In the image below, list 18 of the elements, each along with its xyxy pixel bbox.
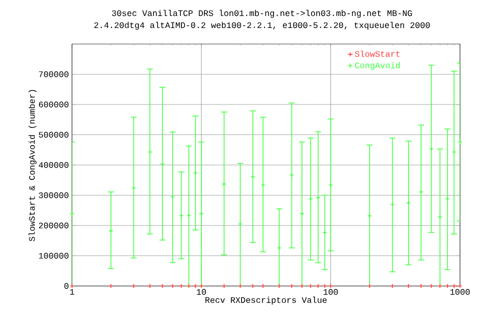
x-axis-title: Recv RXDescriptors Value: [205, 296, 327, 305]
y-tick-label: 200000: [38, 222, 68, 228]
x-tick-label: 1: [70, 289, 74, 295]
x-tick-label: 1000: [450, 289, 470, 295]
y-tick-label: 600000: [38, 102, 68, 108]
chart-subtitle: 2.4.20dtg4 altAIMD-0.2 web100-2.2.1, e1000-5.2.20, txqueuelen 2000: [94, 22, 430, 30]
x-tick-label: 100: [324, 289, 338, 295]
y-axis-title: SlowStart & CongAvoid (number): [28, 90, 37, 242]
x-tick-label: 10: [196, 289, 206, 295]
legend-label: CongAvoid: [355, 62, 400, 70]
y-tick-label: 400000: [38, 162, 68, 168]
y-tick-label: 0: [64, 283, 68, 289]
y-tick-label: 700000: [39, 71, 68, 78]
y-tick-label: 300000: [38, 192, 68, 198]
y-tick-label: 500000: [38, 132, 68, 138]
y-tick-label: 100000: [38, 252, 68, 259]
legend-label: SlowStart: [354, 50, 400, 57]
chart-title: 30sec VanillaTCP DRS lon01.mb-ng.net->lon03.mb-ng.net MB-NG: [112, 10, 412, 18]
